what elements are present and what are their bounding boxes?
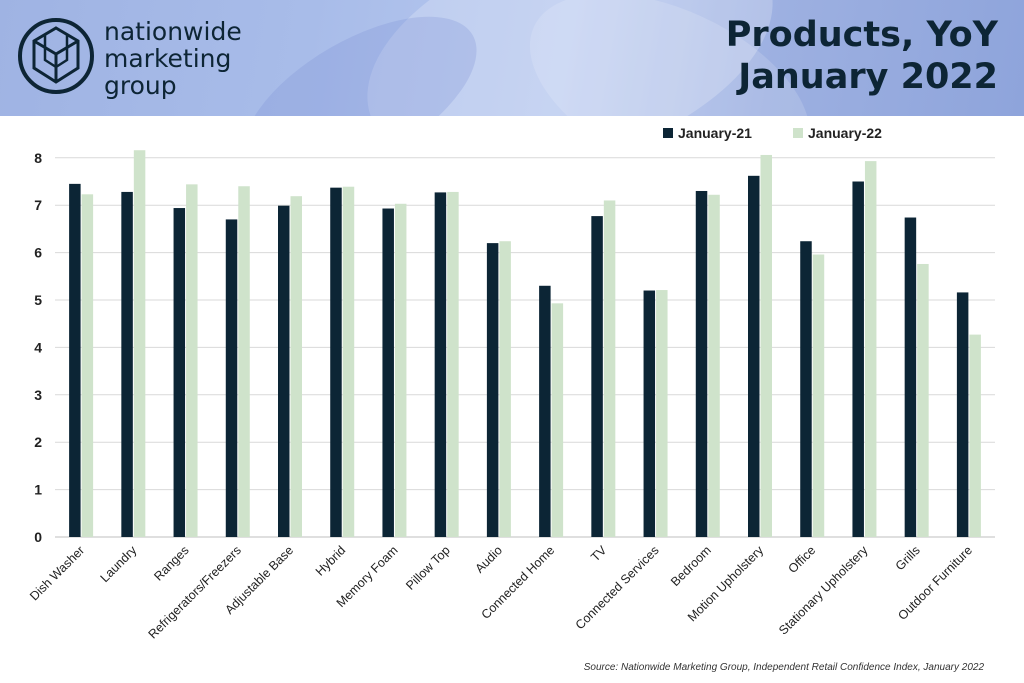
bar-january-22 xyxy=(81,194,94,537)
bar-january-21 xyxy=(956,292,969,537)
x-tick-label: Dish Washer xyxy=(27,543,87,603)
bar-january-22 xyxy=(603,200,616,537)
bar-january-22 xyxy=(447,191,459,537)
bar-january-21 xyxy=(278,205,290,537)
y-tick-label: 4 xyxy=(34,339,42,355)
y-tick-label: 0 xyxy=(34,529,42,545)
x-tick-label: Office xyxy=(786,543,819,576)
brand-line: group xyxy=(104,71,177,100)
brand-line: nationwide xyxy=(104,17,242,46)
bar-january-22 xyxy=(342,186,355,537)
x-tick-label: Ranges xyxy=(151,543,191,583)
bar-january-21 xyxy=(330,187,342,538)
y-tick-label: 5 xyxy=(34,292,42,308)
bar-january-22 xyxy=(133,150,146,537)
x-tick-label: Grills xyxy=(893,543,923,573)
bar-january-22 xyxy=(760,154,772,537)
y-tick-label: 3 xyxy=(34,387,42,403)
y-tick-label: 2 xyxy=(34,434,42,450)
bar-january-22 xyxy=(186,184,198,537)
bar-january-22 xyxy=(708,194,720,537)
bar-january-21 xyxy=(800,241,812,537)
bar-january-22 xyxy=(551,303,564,537)
page-title: Products, YoY January 2022 xyxy=(726,14,998,98)
bar-january-21 xyxy=(486,243,499,537)
x-tick-label: Audio xyxy=(472,543,505,576)
bar-january-22 xyxy=(917,263,929,537)
bar-january-22 xyxy=(969,334,981,537)
bar-january-22 xyxy=(499,241,511,537)
x-tick-label: Laundry xyxy=(98,543,140,585)
y-tick-label: 1 xyxy=(34,482,42,498)
bar-january-22 xyxy=(394,203,407,537)
bar-january-21 xyxy=(173,208,186,537)
bar-chart: 0 1 2 3 4 5 6 7 8 Dish Washer Laundry RangesRefrige… xyxy=(27,125,995,642)
brand-name: nationwide marketing group xyxy=(104,18,242,99)
title-line: January 2022 xyxy=(738,57,998,97)
bar-january-21 xyxy=(748,175,760,537)
bar-january-22 xyxy=(290,196,302,537)
header-banner: nationwide marketing group Products, YoY… xyxy=(0,0,1024,116)
bar-january-21 xyxy=(434,192,447,537)
bar-january-21 xyxy=(121,191,133,537)
bar-january-22 xyxy=(864,161,877,538)
title-line: Products, YoY xyxy=(725,15,998,55)
legend-swatch xyxy=(793,128,803,138)
legend-label: January-22 xyxy=(808,125,882,141)
legend-label: January-21 xyxy=(678,125,752,141)
x-tick-label: Refrigerators/Freezers xyxy=(146,543,244,641)
bar-january-21 xyxy=(69,183,81,537)
bar-january-21 xyxy=(643,290,656,537)
bar-january-21 xyxy=(695,190,708,537)
y-tick-label: 7 xyxy=(34,197,42,213)
bar-january-21 xyxy=(904,217,917,538)
bar-january-21 xyxy=(852,181,864,537)
x-tick-label: Stationary Upholstery xyxy=(776,543,871,638)
y-tick-label: 8 xyxy=(34,150,42,166)
x-tick-label: TV xyxy=(588,543,610,565)
legend-swatch xyxy=(663,128,673,138)
y-tick-label: 6 xyxy=(34,245,42,261)
bar-january-22 xyxy=(656,290,668,537)
bar-january-22 xyxy=(812,254,825,537)
x-tick-label: Pillow Top xyxy=(403,543,453,593)
x-tick-label: Bedroom xyxy=(668,543,714,589)
bar-january-21 xyxy=(382,208,394,537)
bar-january-22 xyxy=(238,186,250,537)
bar-january-21 xyxy=(539,285,551,537)
bar-january-21 xyxy=(591,216,603,537)
bar-january-21 xyxy=(225,219,238,538)
brand-line: marketing xyxy=(104,44,232,73)
x-tick-label: Hybrid xyxy=(313,543,348,578)
x-tick-label: Connected Services xyxy=(573,543,662,632)
source-note: Source: Nationwide Marketing Group, Inde… xyxy=(583,662,984,673)
hexagon-cube-logo-icon xyxy=(18,18,94,94)
